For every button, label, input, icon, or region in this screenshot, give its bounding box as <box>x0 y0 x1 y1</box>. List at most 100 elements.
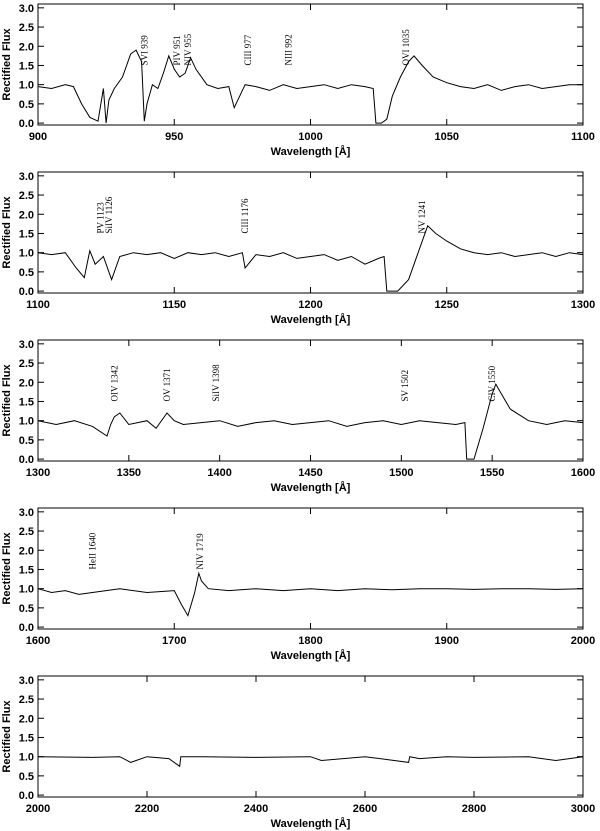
x-tick-label: 1100 <box>571 131 595 143</box>
x-axis-label: Wavelength [Å] <box>271 481 351 494</box>
y-tick-label: 1.0 <box>19 416 34 428</box>
x-tick-label: 1100 <box>26 299 50 311</box>
y-axis-label: Rectified Flux <box>1 28 13 101</box>
x-tick-label: 1600 <box>571 467 595 479</box>
x-tick-label: 1000 <box>298 131 322 143</box>
y-tick-label: 0.5 <box>19 603 34 615</box>
y-tick-label: 2.0 <box>19 713 34 725</box>
x-tick-label: 1150 <box>162 299 186 311</box>
y-axis-label: Rectified Flux <box>1 700 13 773</box>
spectrum-line <box>37 383 584 460</box>
y-tick-label: 0.0 <box>19 790 34 802</box>
y-tick-label: 3.0 <box>19 675 34 687</box>
y-tick-label: 0.0 <box>19 622 34 634</box>
line-annotation: NV 1241 <box>417 200 427 233</box>
spectrum-line <box>37 49 583 124</box>
line-annotation: NIV 1719 <box>195 533 205 570</box>
line-annotation: NIV 955 <box>183 33 193 65</box>
x-tick-label: 1250 <box>435 299 459 311</box>
y-tick-label: 2.5 <box>19 190 34 202</box>
y-tick-label: 1.5 <box>19 396 34 408</box>
plot-frame <box>37 507 584 630</box>
x-tick-label: 900 <box>29 131 47 143</box>
y-tick-label: 1.0 <box>19 584 34 596</box>
y-tick-label: 0.5 <box>19 435 34 447</box>
spectrum-line <box>37 224 584 292</box>
y-tick-label: 1.5 <box>19 732 34 744</box>
x-tick-label: 1550 <box>480 467 504 479</box>
x-tick-label: 1450 <box>298 467 322 479</box>
y-tick-label: 0.5 <box>19 771 34 783</box>
y-tick-label: 2.0 <box>19 41 34 53</box>
y-tick-label: 2.5 <box>19 22 34 34</box>
y-tick-label: 0.5 <box>19 99 34 111</box>
x-tick-label: 1300 <box>571 299 595 311</box>
line-annotation: CIII 977 <box>243 34 253 65</box>
x-tick-label: 2000 <box>571 635 595 647</box>
line-annotation: PV 1123 <box>96 202 106 234</box>
spectrum-line <box>37 756 584 768</box>
spectrum-line <box>37 571 584 617</box>
x-tick-label: 3000 <box>571 803 595 815</box>
x-axis-label: Wavelength [Å] <box>271 313 351 326</box>
y-tick-label: 1.5 <box>19 228 34 240</box>
x-tick-label: 2000 <box>26 803 50 815</box>
y-tick-label: 1.5 <box>19 60 34 72</box>
x-tick-label: 1200 <box>298 299 322 311</box>
plot-frame <box>37 339 584 462</box>
line-annotation: HeII 1640 <box>88 532 98 569</box>
y-tick-label: 2.5 <box>19 694 34 706</box>
line-annotation: OVI 1035 <box>401 29 411 66</box>
x-tick-label: 2800 <box>462 803 486 815</box>
y-tick-label: 0.0 <box>19 454 34 466</box>
x-tick-label: 2600 <box>353 803 377 815</box>
x-tick-label: 1600 <box>26 635 50 647</box>
line-annotation: CIII 1176 <box>240 198 250 233</box>
line-annotation: SiIV 1398 <box>211 364 221 402</box>
plot-frame <box>37 675 584 798</box>
y-axis-label: Rectified Flux <box>1 532 13 605</box>
x-tick-label: 1800 <box>298 635 322 647</box>
line-annotation: OIV 1342 <box>109 365 119 401</box>
y-tick-label: 1.0 <box>19 752 34 764</box>
y-tick-label: 3.0 <box>19 507 34 519</box>
y-tick-label: 3.0 <box>19 171 34 183</box>
y-tick-label: 2.0 <box>19 377 34 389</box>
x-tick-label: 1350 <box>117 467 141 479</box>
line-annotation: CIV 1550 <box>487 365 497 401</box>
y-tick-label: 3.0 <box>19 3 34 15</box>
x-tick-label: 1900 <box>435 635 459 647</box>
x-tick-label: 1700 <box>162 635 186 647</box>
line-annotation: NIII 992 <box>284 34 294 65</box>
line-annotation: PIV 951 <box>172 35 182 65</box>
y-tick-label: 3.0 <box>19 339 34 351</box>
line-annotation: OV 1371 <box>162 368 172 401</box>
x-tick-label: 1300 <box>26 467 50 479</box>
y-tick-label: 2.0 <box>19 209 34 221</box>
y-tick-label: 2.5 <box>19 526 34 538</box>
y-tick-label: 0.0 <box>19 118 34 130</box>
y-tick-label: 2.0 <box>19 545 34 557</box>
x-tick-label: 2200 <box>135 803 159 815</box>
plot-frame <box>37 171 584 294</box>
x-tick-label: 1500 <box>389 467 413 479</box>
x-tick-label: 950 <box>165 131 183 143</box>
y-axis-label: Rectified Flux <box>1 196 13 269</box>
plot-frame <box>37 3 584 126</box>
y-axis-label: Rectified Flux <box>1 364 13 437</box>
line-annotation: SV 1502 <box>400 370 410 402</box>
y-tick-label: 1.0 <box>19 248 34 260</box>
y-tick-label: 0.5 <box>19 267 34 279</box>
line-annotation: SiIV 1126 <box>104 196 114 233</box>
x-tick-label: 2400 <box>244 803 268 815</box>
y-tick-label: 1.0 <box>19 80 34 92</box>
y-tick-label: 2.5 <box>19 358 34 370</box>
x-tick-label: 1050 <box>435 131 459 143</box>
x-tick-label: 1400 <box>207 467 231 479</box>
x-axis-label: Wavelength [Å] <box>271 649 351 662</box>
line-annotation: SVI 939 <box>139 35 149 66</box>
y-tick-label: 1.5 <box>19 564 34 576</box>
x-axis-label: Wavelength [Å] <box>271 817 351 830</box>
x-axis-label: Wavelength [Å] <box>271 145 351 158</box>
